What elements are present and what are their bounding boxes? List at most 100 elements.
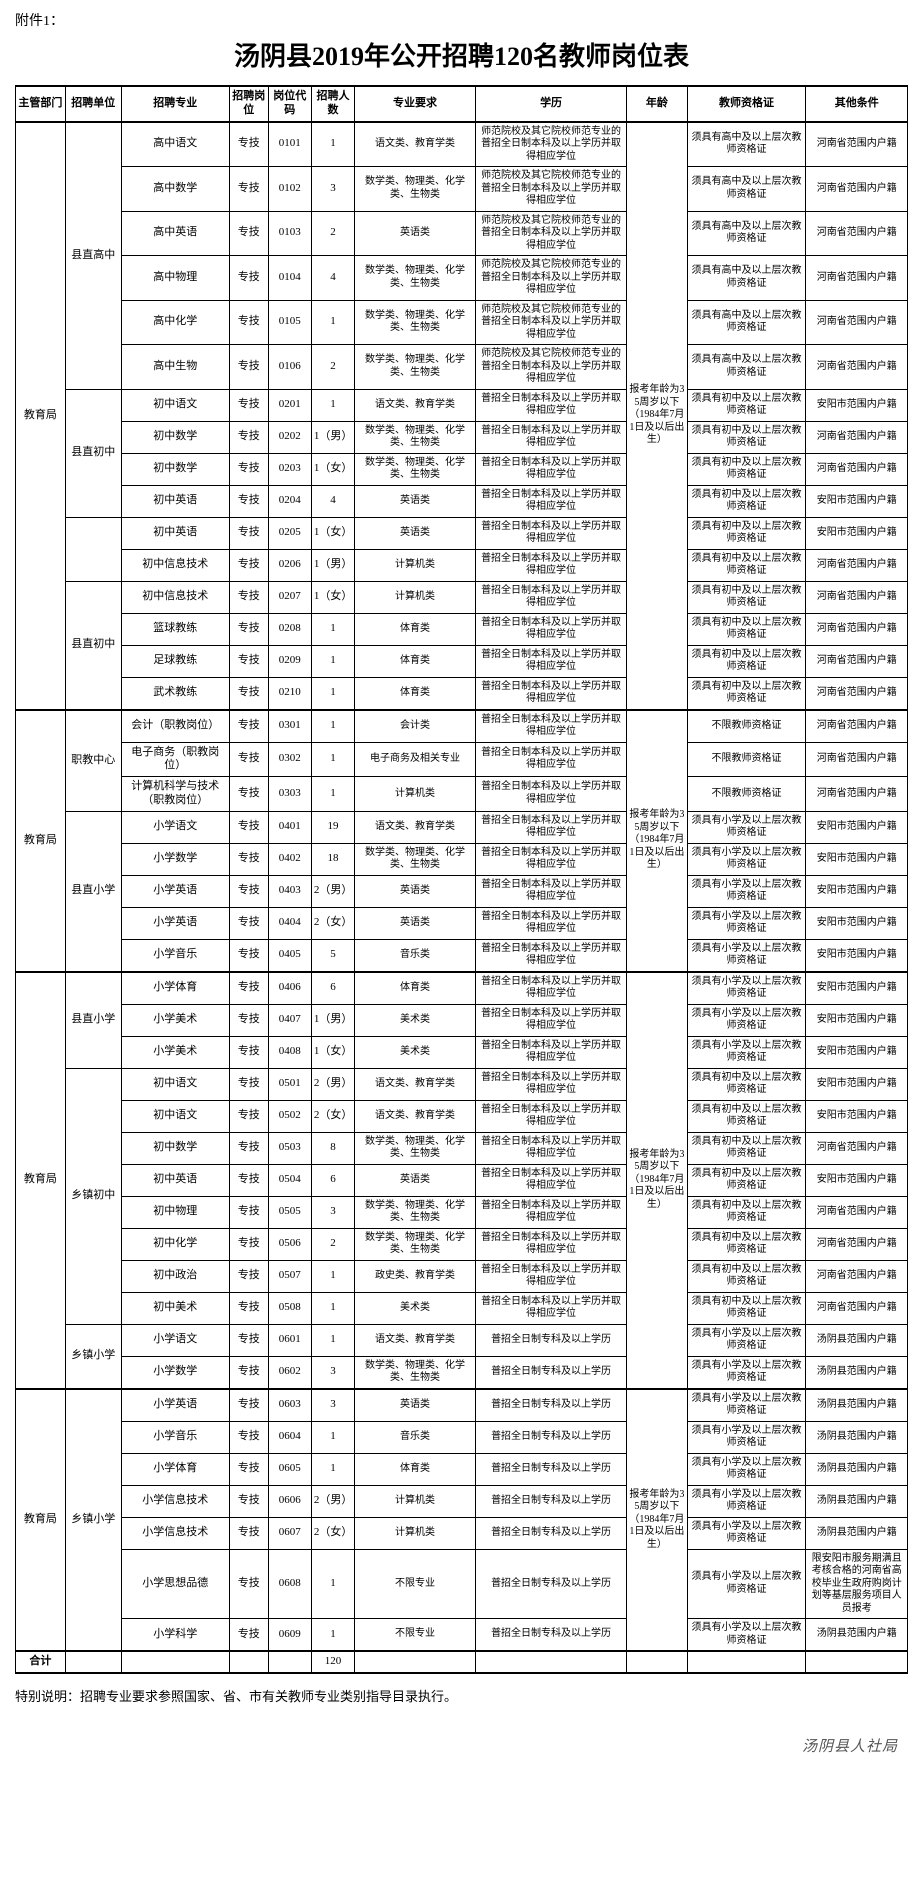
code-cell: 0602 xyxy=(268,1356,311,1389)
num-cell: 3 xyxy=(311,1196,354,1228)
post-cell: 专技 xyxy=(229,549,268,581)
edu-cell: 普招全日制本科及以上学历并取得相应学位 xyxy=(475,777,626,812)
cert-cell: 须具有初中及以上层次教师资格证 xyxy=(687,485,806,517)
dept-cell: 教育局 xyxy=(16,1389,66,1652)
post-cell: 专技 xyxy=(229,677,268,710)
num-cell: 1 xyxy=(311,742,354,777)
age-cell: 报考年龄为35周岁以下（1984年7月1日及以后出生） xyxy=(627,972,687,1389)
other-cell: 河南省范围内户籍 xyxy=(806,581,908,613)
other-cell: 安阳市范围内户籍 xyxy=(806,1004,908,1036)
major-cell: 小学信息技术 xyxy=(121,1485,229,1517)
major-cell: 初中政治 xyxy=(121,1260,229,1292)
table-row: 高中生物专技01062数学类、物理类、化学类、生物类师范院校及其它院校师范专业的… xyxy=(16,345,908,390)
dept-cell: 教育局 xyxy=(16,122,66,710)
req-cell: 英语类 xyxy=(355,875,476,907)
unit-cell xyxy=(65,517,121,581)
table-row: 乡镇初中初中语文专技05012（男）语文类、教育学类普招全日制本科及以上学历并取… xyxy=(16,1068,908,1100)
major-cell: 会计（职教岗位） xyxy=(121,710,229,743)
edu-cell: 普招全日制本科及以上学历并取得相应学位 xyxy=(475,1196,626,1228)
num-cell: 2（男） xyxy=(311,1068,354,1100)
post-cell: 专技 xyxy=(229,453,268,485)
req-cell: 体育类 xyxy=(355,972,476,1005)
edu-cell: 普招全日制本科及以上学历并取得相应学位 xyxy=(475,645,626,677)
num-cell: 1（女） xyxy=(311,581,354,613)
cert-cell: 须具有高中及以上层次教师资格证 xyxy=(687,300,806,345)
edu-cell: 普招全日制专科及以上学历 xyxy=(475,1421,626,1453)
other-cell: 限安阳市服务期满且考核合格的河南省高校毕业生政府购岗计划等基层服务项目人员报考 xyxy=(806,1549,908,1619)
attachment-label: 附件1： xyxy=(15,10,908,30)
cert-cell: 须具有高中及以上层次教师资格证 xyxy=(687,167,806,212)
other-cell: 安阳市范围内户籍 xyxy=(806,843,908,875)
req-cell: 数学类、物理类、化学类、生物类 xyxy=(355,1228,476,1260)
code-cell: 0105 xyxy=(268,300,311,345)
table-row: 县直初中初中信息技术专技02071（女）计算机类普招全日制本科及以上学历并取得相… xyxy=(16,581,908,613)
other-cell: 河南省范围内户籍 xyxy=(806,777,908,812)
req-cell: 数学类、物理类、化学类、生物类 xyxy=(355,1356,476,1389)
num-cell: 1 xyxy=(311,677,354,710)
unit-cell: 县直小学 xyxy=(65,811,121,972)
other-cell: 河南省范围内户籍 xyxy=(806,645,908,677)
req-cell: 数学类、物理类、化学类、生物类 xyxy=(355,345,476,390)
major-cell: 足球教练 xyxy=(121,645,229,677)
major-cell: 初中英语 xyxy=(121,1164,229,1196)
other-cell: 汤阴县范围内户籍 xyxy=(806,1356,908,1389)
num-cell: 2 xyxy=(311,1228,354,1260)
num-cell: 1 xyxy=(311,1453,354,1485)
code-cell: 0103 xyxy=(268,211,311,256)
other-cell: 安阳市范围内户籍 xyxy=(806,972,908,1005)
other-cell: 河南省范围内户籍 xyxy=(806,421,908,453)
other-cell: 汤阴县范围内户籍 xyxy=(806,1389,908,1422)
req-cell: 数学类、物理类、化学类、生物类 xyxy=(355,421,476,453)
other-cell: 安阳市范围内户籍 xyxy=(806,907,908,939)
req-cell: 数学类、物理类、化学类、生物类 xyxy=(355,256,476,301)
num-cell: 1（女） xyxy=(311,517,354,549)
edu-cell: 普招全日制本科及以上学历并取得相应学位 xyxy=(475,421,626,453)
num-cell: 1（男） xyxy=(311,1004,354,1036)
cert-cell: 须具有小学及以上层次教师资格证 xyxy=(687,972,806,1005)
signature: 汤阴县人社局 xyxy=(15,1735,908,1756)
edu-cell: 普招全日制本科及以上学历并取得相应学位 xyxy=(475,485,626,517)
req-cell: 计算机类 xyxy=(355,1517,476,1549)
age-cell: 报考年龄为35周岁以下（1984年7月1日及以后出生） xyxy=(627,122,687,710)
req-cell: 计算机类 xyxy=(355,777,476,812)
other-cell: 河南省范围内户籍 xyxy=(806,1228,908,1260)
page-title: 汤阴县2019年公开招聘120名教师岗位表 xyxy=(15,36,908,73)
other-cell: 汤阴县范围内户籍 xyxy=(806,1453,908,1485)
table-row: 县直小学小学语文专技040119语文类、教育学类普招全日制本科及以上学历并取得相… xyxy=(16,811,908,843)
unit-cell: 县直初中 xyxy=(65,389,121,517)
req-cell: 计算机类 xyxy=(355,1485,476,1517)
major-cell: 小学美术 xyxy=(121,1004,229,1036)
num-cell: 1 xyxy=(311,1421,354,1453)
code-cell: 0504 xyxy=(268,1164,311,1196)
major-cell: 小学英语 xyxy=(121,1389,229,1422)
other-cell: 河南省范围内户籍 xyxy=(806,549,908,581)
cert-cell: 须具有小学及以上层次教师资格证 xyxy=(687,907,806,939)
post-cell: 专技 xyxy=(229,1100,268,1132)
other-cell: 汤阴县范围内户籍 xyxy=(806,1421,908,1453)
num-cell: 1 xyxy=(311,1260,354,1292)
code-cell: 0206 xyxy=(268,549,311,581)
major-cell: 小学数学 xyxy=(121,843,229,875)
post-cell: 专技 xyxy=(229,777,268,812)
column-header: 招聘单位 xyxy=(65,86,121,122)
post-cell: 专技 xyxy=(229,710,268,743)
req-cell: 数学类、物理类、化学类、生物类 xyxy=(355,453,476,485)
cert-cell: 须具有初中及以上层次教师资格证 xyxy=(687,389,806,421)
code-cell: 0405 xyxy=(268,939,311,972)
req-cell: 会计类 xyxy=(355,710,476,743)
cert-cell: 须具有小学及以上层次教师资格证 xyxy=(687,811,806,843)
table-row: 教育局县直小学小学体育专技04066体育类普招全日制本科及以上学历并取得相应学位… xyxy=(16,972,908,1005)
major-cell: 小学思想品德 xyxy=(121,1549,229,1619)
other-cell: 安阳市范围内户籍 xyxy=(806,1036,908,1068)
other-cell: 汤阴县范围内户籍 xyxy=(806,1485,908,1517)
table-row: 小学信息技术专技06072（女）计算机类普招全日制专科及以上学历须具有小学及以上… xyxy=(16,1517,908,1549)
major-cell: 初中信息技术 xyxy=(121,581,229,613)
post-cell: 专技 xyxy=(229,167,268,212)
code-cell: 0202 xyxy=(268,421,311,453)
num-cell: 2（男） xyxy=(311,875,354,907)
column-header: 招聘岗位 xyxy=(229,86,268,122)
post-cell: 专技 xyxy=(229,1517,268,1549)
positions-table: 主管部门招聘单位招聘专业招聘岗位岗位代码招聘人数专业要求学历年龄教师资格证其他条… xyxy=(15,85,908,1674)
edu-cell: 普招全日制本科及以上学历并取得相应学位 xyxy=(475,1164,626,1196)
num-cell: 4 xyxy=(311,256,354,301)
